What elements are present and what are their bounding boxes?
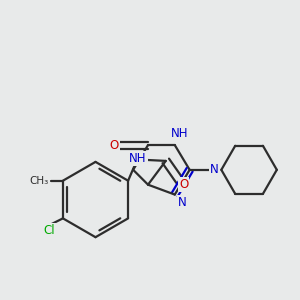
Text: Cl: Cl (43, 224, 55, 237)
Text: CH₃: CH₃ (29, 176, 49, 186)
Text: O: O (179, 178, 188, 191)
Text: N: N (210, 163, 219, 176)
Text: N: N (178, 196, 187, 209)
Text: NH: NH (129, 152, 147, 165)
Text: NH: NH (171, 127, 188, 140)
Text: O: O (110, 139, 119, 152)
